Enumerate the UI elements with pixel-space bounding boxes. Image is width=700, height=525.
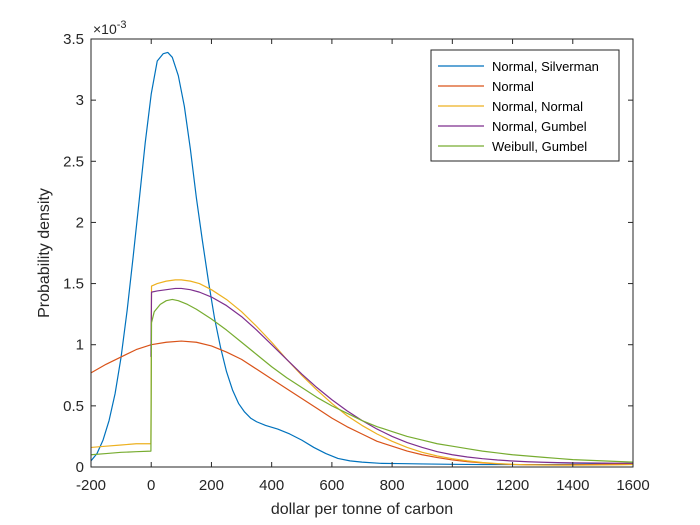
x-tick-label-6: 1000 (436, 477, 469, 494)
x-tick-label-0: -200 (76, 477, 106, 494)
y-tick-label-3: 1.5 (63, 276, 84, 293)
y-tick-label-5: 2.5 (63, 153, 84, 170)
y-exponent-power: -3 (117, 19, 127, 31)
x-tick-label-5: 800 (380, 477, 405, 494)
series-line-2 (90, 279, 634, 466)
y-tick-labels: 0 0.5 1 1.5 2 2.5 3 3.5 (63, 31, 84, 476)
series-line-4 (90, 298, 634, 463)
x-tick-label-9: 1600 (616, 477, 649, 494)
y-tick-label-1: 0.5 (63, 398, 84, 415)
series-layer (90, 51, 634, 466)
y-tick-label-0: 0 (76, 459, 84, 476)
axes-box (90, 38, 634, 468)
x-tick-label-8: 1400 (556, 477, 589, 494)
y-tick-label-2: 1 (76, 337, 84, 354)
legend-label-3: Normal, Gumbel (492, 119, 587, 134)
y-tick-label-4: 2 (76, 214, 84, 231)
legend-entries: Normal, Silverman Normal Normal, Normal Nor… (438, 59, 599, 154)
y-exponent-label: ×10-3 (93, 19, 127, 37)
x-tick-label-4: 600 (319, 477, 344, 494)
x-tick-label-1: 0 (147, 477, 155, 494)
series-line-0 (90, 51, 634, 466)
y-axis-title: Probability density (36, 188, 53, 318)
legend-label-0: Normal, Silverman (492, 59, 599, 74)
x-tick-label-2: 200 (199, 477, 224, 494)
x-tick-label-3: 400 (259, 477, 284, 494)
legend-label-4: Weibull, Gumbel (492, 139, 587, 154)
legend-label-2: Normal, Normal (492, 99, 583, 114)
ticks-layer (90, 38, 634, 468)
y-tick-label-6: 3 (76, 92, 84, 109)
legend: Normal, Silverman Normal Normal, Normal Nor… (430, 49, 620, 162)
y-tick-label-7: 3.5 (63, 31, 84, 48)
y-exponent-base: ×10 (93, 21, 117, 37)
x-axis-title: dollar per tonne of carbon (271, 501, 453, 518)
x-tick-labels: -200 0 200 400 600 800 1000 1200 1400 1600 (76, 477, 650, 494)
x-tick-label-7: 1200 (496, 477, 529, 494)
legend-label-1: Normal (492, 79, 534, 94)
